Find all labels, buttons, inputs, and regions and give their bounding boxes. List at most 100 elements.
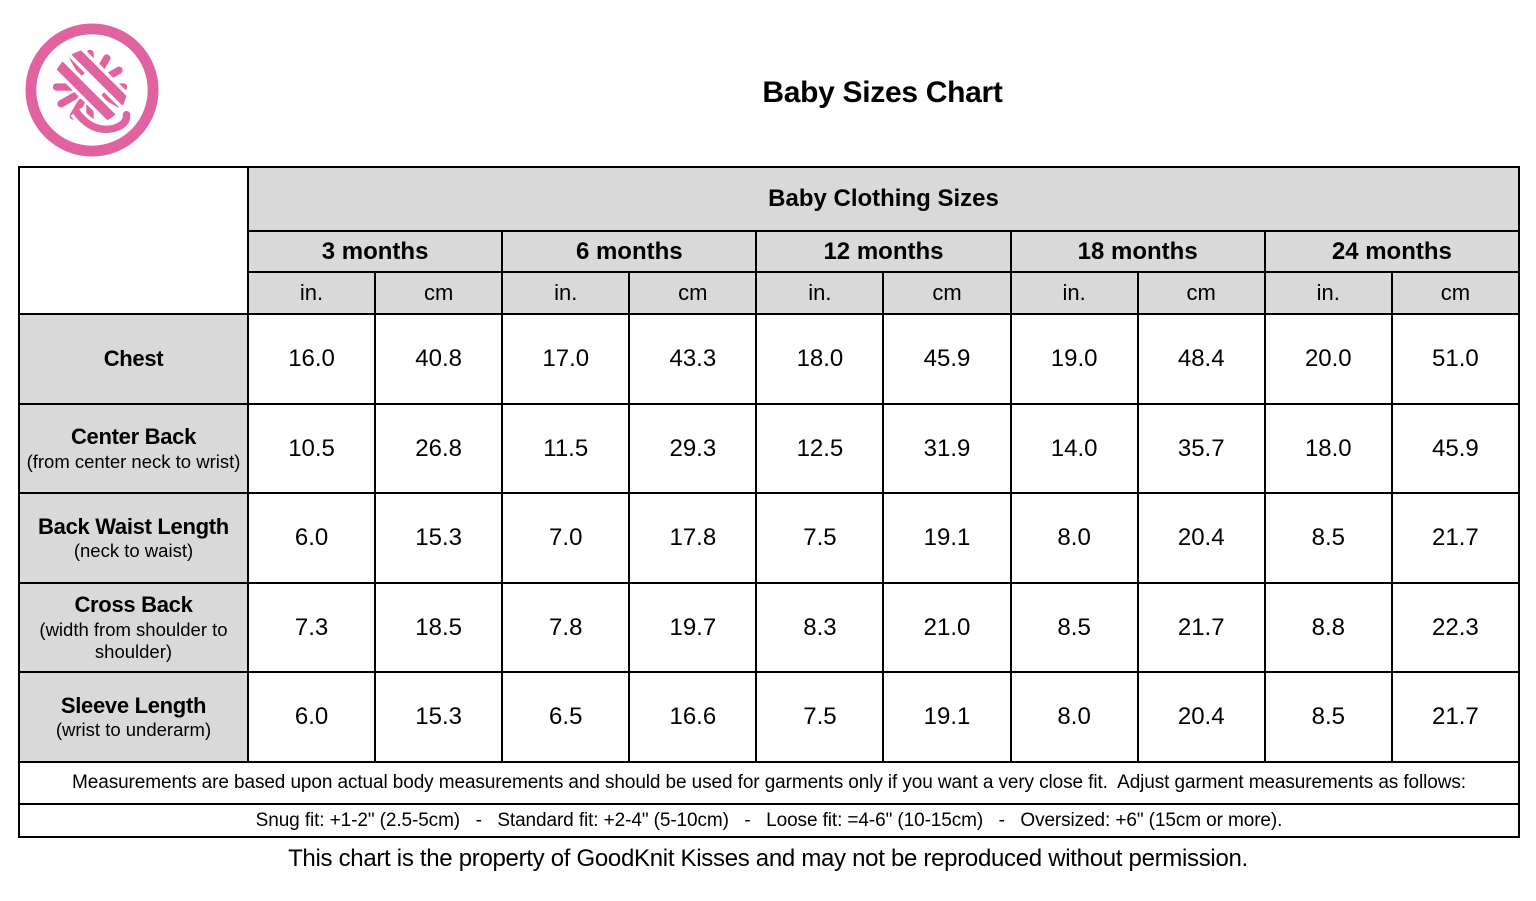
measurement-value: 8.5 <box>1263 492 1393 584</box>
measurement-value: 19.7 <box>628 582 758 673</box>
measurement-value: 19.0 <box>1009 313 1139 405</box>
measurement-value: 11.5 <box>501 403 631 494</box>
measurement-value: 18.5 <box>374 582 504 673</box>
note-row-2: Snug fit: +1-2" (2.5-5cm) - Standard fit… <box>18 803 1520 838</box>
row-label: Chest <box>103 345 164 371</box>
baby-sizes-table: Baby Clothing Sizes 3 months 6 months 12… <box>18 166 1520 838</box>
measurement-value: 21.7 <box>1136 582 1266 673</box>
unit-header-in: in. <box>755 271 885 315</box>
measurement-value: 29.3 <box>628 403 758 494</box>
measurement-value: 6.0 <box>246 492 377 584</box>
row-sublabel: (from center neck to wrist) <box>26 450 241 472</box>
measurement-value: 8.3 <box>755 582 885 673</box>
measurement-value: 19.1 <box>882 671 1012 763</box>
measurement-value: 7.5 <box>755 671 885 763</box>
measurement-value: 17.8 <box>628 492 758 584</box>
table-row-cross-back: Cross Back (width from shoulder to shoul… <box>18 582 1520 673</box>
month-header-6-months: 6 months <box>501 230 758 273</box>
row-header-chest: Chest <box>18 313 249 405</box>
table-row-center-back: Center Back (from center neck to wrist) … <box>18 403 1520 494</box>
measurement-value: 14.0 <box>1009 403 1139 494</box>
measurement-value: 15.3 <box>374 492 504 584</box>
measurement-value: 8.8 <box>1263 582 1393 673</box>
measurement-value: 12.5 <box>755 403 885 494</box>
fit-adjustment-note: Snug fit: +1-2" (2.5-5cm) - Standard fit… <box>18 803 1520 838</box>
month-header-24-months: 24 months <box>1263 230 1520 273</box>
unit-header-cm: cm <box>1136 271 1266 315</box>
measurement-value: 18.0 <box>755 313 885 405</box>
row-header-back-waist-length: Back Waist Length (neck to waist) <box>18 492 249 584</box>
row-header-center-back: Center Back (from center neck to wrist) <box>18 403 249 494</box>
row-label: Back Waist Length <box>38 513 229 539</box>
unit-header-cm: cm <box>374 271 504 315</box>
table-row-back-waist-length: Back Waist Length (neck to waist) 6.0 15… <box>18 492 1520 584</box>
measurement-value: 20.0 <box>1263 313 1393 405</box>
copyright-text: This chart is the property of GoodKnit K… <box>288 845 1248 872</box>
yarn-tail <box>70 107 134 137</box>
measurement-value: 8.0 <box>1009 492 1139 584</box>
measurement-value: 7.8 <box>501 582 631 673</box>
measurement-value: 26.8 <box>374 403 504 494</box>
unit-header-cm: cm <box>628 271 758 315</box>
table-group-header: Baby Clothing Sizes <box>247 166 1520 232</box>
unit-header-cm: cm <box>1390 271 1520 315</box>
unit-header-in: in. <box>1009 271 1139 315</box>
month-header-18-months: 18 months <box>1009 230 1266 273</box>
row-label: Center Back <box>70 424 197 450</box>
measurement-value: 16.6 <box>628 671 758 763</box>
measurement-value: 17.0 <box>501 313 631 405</box>
month-header-12-months: 12 months <box>755 230 1012 273</box>
measurement-value: 35.7 <box>1136 403 1266 494</box>
measurement-value: 6.0 <box>246 671 377 763</box>
measurement-value: 21.7 <box>1390 492 1520 584</box>
months-header-row: 3 months 6 months 12 months 18 months 24… <box>19 230 1520 273</box>
measurement-value: 51.0 <box>1390 313 1520 405</box>
row-sublabel: (width from shoulder to shoulder) <box>39 618 228 662</box>
measurement-value: 19.1 <box>882 492 1012 584</box>
yarn-ball-icon <box>25 23 159 157</box>
measurement-value: 10.5 <box>246 403 377 494</box>
measurement-value: 8.5 <box>1009 582 1139 673</box>
table-row-chest: Chest 16.0 40.8 17.0 43.3 18.0 45.9 19.0… <box>18 313 1520 405</box>
note-row-1: Measurements are based upon actual body … <box>18 761 1520 805</box>
measurement-value: 20.4 <box>1136 492 1266 584</box>
measurement-value: 45.9 <box>882 313 1012 405</box>
measurement-value: 6.5 <box>501 671 631 763</box>
measurement-value: 16.0 <box>246 313 377 405</box>
units-header-row: in. cm in. cm in. cm in. cm in. cm <box>19 271 1520 315</box>
unit-header-in: in. <box>1263 271 1393 315</box>
measurement-value: 45.9 <box>1390 403 1520 494</box>
measurement-value: 15.3 <box>374 671 504 763</box>
row-sublabel: (neck to waist) <box>73 540 194 562</box>
group-header-row: Baby Clothing Sizes <box>18 166 1520 315</box>
logo-ring <box>25 23 159 157</box>
empty-corner-cell <box>18 166 249 315</box>
unit-header-in: in. <box>501 271 631 315</box>
measurement-value: 43.3 <box>628 313 758 405</box>
measurement-value: 21.0 <box>882 582 1012 673</box>
row-header-cross-back: Cross Back (width from shoulder to shoul… <box>18 582 249 673</box>
measurement-value: 40.8 <box>374 313 504 405</box>
row-label: Cross Back <box>74 592 193 618</box>
measurement-value: 8.0 <box>1009 671 1139 763</box>
measurement-value: 20.4 <box>1136 671 1266 763</box>
measurement-value: 18.0 <box>1263 403 1393 494</box>
measurement-value: 7.5 <box>755 492 885 584</box>
row-sublabel: (wrist to underarm) <box>55 719 212 741</box>
measurement-value: 21.7 <box>1390 671 1520 763</box>
row-label: Sleeve Length <box>60 692 207 718</box>
measurement-value: 7.3 <box>246 582 377 673</box>
measurement-value: 7.0 <box>501 492 631 584</box>
measurement-value: 31.9 <box>882 403 1012 494</box>
measurement-value: 22.3 <box>1390 582 1520 673</box>
table-row-sleeve-length: Sleeve Length (wrist to underarm) 6.0 15… <box>18 671 1520 763</box>
goodknit-kisses-logo <box>23 21 161 159</box>
unit-header-cm: cm <box>882 271 1012 315</box>
unit-header-in: in. <box>246 271 377 315</box>
month-header-3-months: 3 months <box>246 230 504 273</box>
measurement-value: 48.4 <box>1136 313 1266 405</box>
measurement-value: 8.5 <box>1263 671 1393 763</box>
page-title: Baby Sizes Chart <box>762 76 1003 109</box>
row-header-sleeve-length: Sleeve Length (wrist to underarm) <box>18 671 249 763</box>
